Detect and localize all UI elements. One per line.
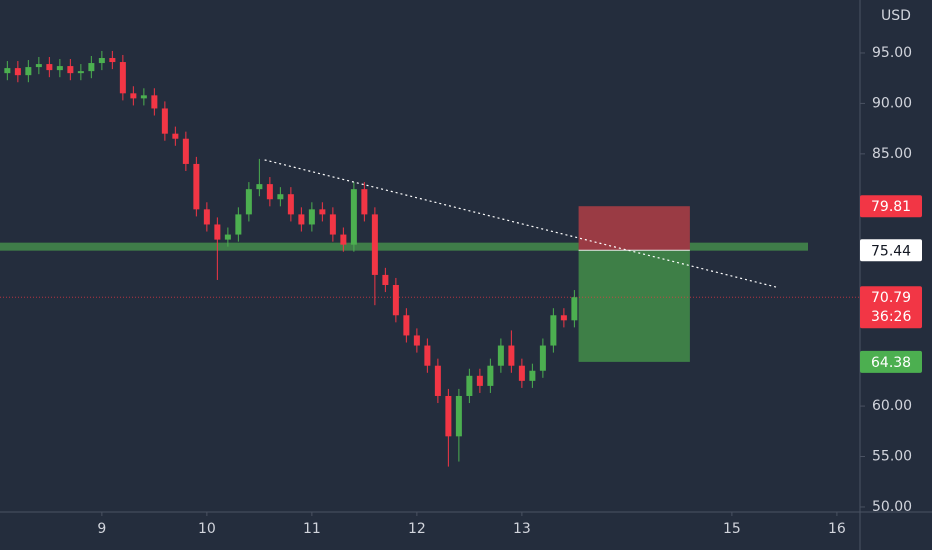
last-price-label: 70.79: [871, 290, 911, 306]
candle-body: [466, 375, 473, 396]
x-tick-label: 13: [513, 521, 531, 537]
y-tick-label: 55.00: [872, 449, 912, 465]
candle-body: [119, 62, 126, 94]
candle-body: [98, 58, 105, 64]
candle-body: [487, 365, 494, 386]
x-tick-label: 9: [97, 521, 106, 537]
candle-body: [203, 209, 210, 225]
x-tick-label: 10: [198, 521, 216, 537]
candle-body: [476, 375, 483, 386]
x-tick-label: 15: [723, 521, 741, 537]
candle-body: [518, 365, 525, 381]
y-tick-label: 85.00: [872, 146, 912, 162]
candle-body: [214, 224, 221, 240]
candle-body: [350, 189, 357, 245]
candle-body: [35, 64, 42, 68]
x-tick-label: 16: [828, 521, 846, 537]
candle-body: [434, 365, 441, 396]
candle-body: [224, 234, 231, 240]
candle-body: [560, 315, 567, 321]
candle-body: [46, 64, 53, 71]
candle-body: [455, 395, 462, 437]
candle-body: [403, 315, 410, 336]
last-price-tag: [860, 286, 922, 329]
target-zone: [578, 250, 690, 362]
candle-body: [497, 345, 504, 366]
candle-body: [298, 214, 305, 225]
candle-body: [266, 184, 273, 200]
y-tick-label: 90.00: [872, 95, 912, 111]
candle-body: [340, 234, 347, 245]
candle-body: [151, 95, 158, 109]
candle-body: [319, 209, 326, 215]
candle-body: [245, 189, 252, 215]
candle-body: [88, 63, 95, 72]
price-tag: [860, 350, 922, 373]
candle-body: [329, 214, 336, 235]
candle-body: [182, 138, 189, 164]
candle-body: [256, 184, 263, 190]
candle-body: [413, 335, 420, 346]
candle-body: [235, 214, 242, 235]
candle-body: [67, 66, 74, 74]
candle-body: [361, 189, 368, 215]
candle-body: [550, 315, 557, 346]
x-tick-label: 11: [303, 521, 321, 537]
candle-body: [424, 345, 431, 366]
candle-body: [392, 285, 399, 316]
stop-zone: [578, 206, 690, 251]
price-tag-label: 75.44: [871, 243, 911, 259]
candle-body: [77, 71, 84, 74]
candle-body: [56, 66, 63, 71]
candle-body: [371, 214, 378, 275]
countdown-label: 36:26: [871, 309, 911, 325]
candle-body: [25, 67, 32, 76]
candle-body: [529, 370, 536, 381]
candle-body: [539, 345, 546, 371]
y-tick-label: 50.00: [872, 499, 912, 515]
x-tick-label: 12: [408, 521, 426, 537]
candle-body: [508, 345, 515, 366]
candle-body: [14, 68, 21, 76]
price-tag-label: 64.38: [871, 355, 911, 371]
candle-body: [571, 297, 578, 321]
price-tag: [860, 239, 922, 262]
y-tick-label: 95.00: [872, 45, 912, 61]
candle-body: [140, 95, 147, 99]
candle-body: [193, 163, 200, 210]
price-tag-label: 79.81: [871, 199, 911, 215]
candle-body: [277, 194, 284, 200]
candle-body: [130, 93, 137, 99]
candle-body: [4, 68, 11, 74]
price-tag: [860, 195, 922, 218]
support-band: [0, 242, 808, 251]
candle-body: [161, 108, 168, 134]
currency-label: USD: [881, 8, 911, 24]
candle-body: [382, 274, 389, 286]
candle-body: [172, 133, 179, 139]
candle-body: [445, 395, 452, 437]
candle-body: [287, 194, 294, 215]
candle-body: [109, 58, 116, 63]
y-tick-label: 60.00: [872, 398, 912, 414]
candle-body: [308, 209, 315, 225]
